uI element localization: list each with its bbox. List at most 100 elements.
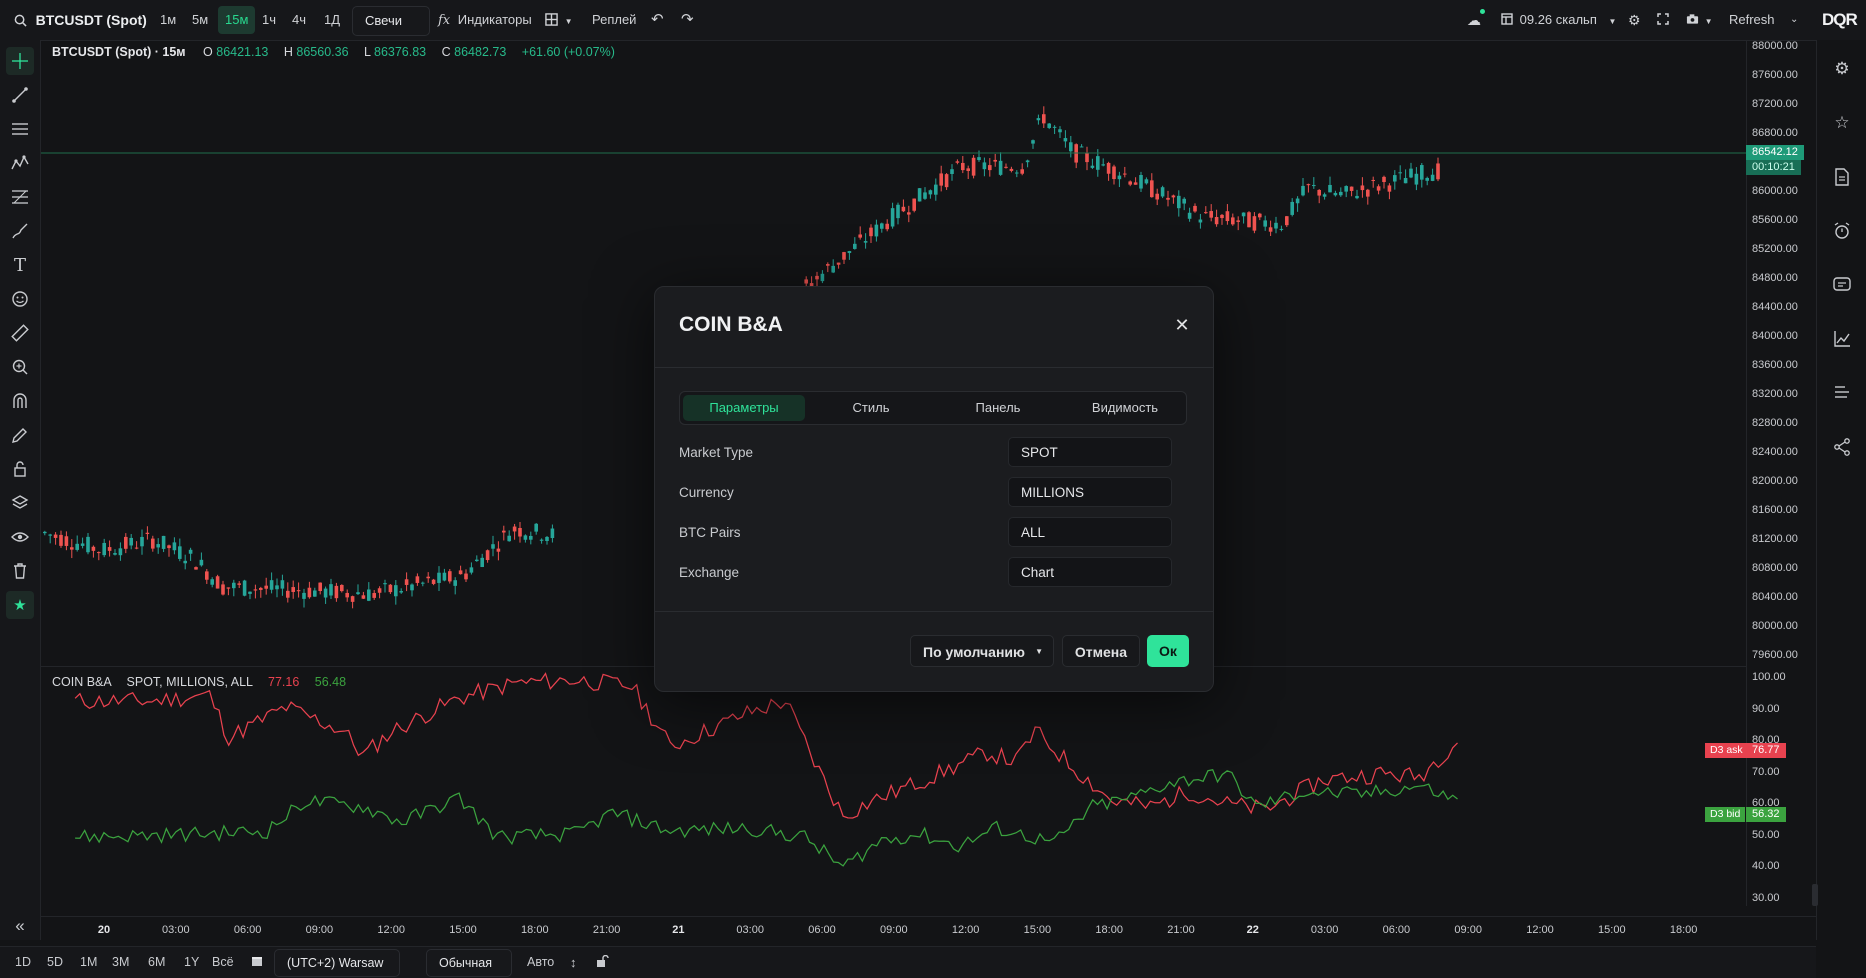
btc-pairs-field[interactable]: ALL bbox=[1008, 517, 1172, 547]
timeframe-1h[interactable]: 1ч bbox=[262, 12, 277, 27]
search-icon bbox=[14, 14, 27, 27]
ok-button[interactable]: Ок bbox=[1147, 635, 1189, 667]
price-chart[interactable] bbox=[41, 40, 1747, 665]
alarm-icon[interactable] bbox=[1830, 219, 1854, 243]
fib-icon[interactable] bbox=[6, 183, 34, 211]
fullscreen-icon[interactable] bbox=[1657, 0, 1669, 40]
settings-icon[interactable]: ⚙ bbox=[1834, 59, 1850, 78]
timeframe-1d[interactable]: 1Д bbox=[324, 12, 341, 27]
layout-select[interactable]: 09.26 скальп ▼ bbox=[1501, 0, 1616, 40]
redo-icon[interactable]: ↷ bbox=[681, 11, 694, 28]
defaults-button[interactable]: По умолчанию ▼ bbox=[910, 635, 1054, 667]
eye-icon[interactable] bbox=[6, 523, 34, 551]
indicator-axis-label: 70.00 bbox=[1752, 765, 1780, 778]
candle-body bbox=[1209, 211, 1213, 218]
scale-mode-select[interactable]: Обычная bbox=[426, 949, 512, 977]
bid-tag-value: 56.32 bbox=[1746, 807, 1786, 822]
pattern-icon[interactable] bbox=[6, 149, 34, 177]
time-axis-label: 18:00 bbox=[521, 924, 549, 936]
candle-body bbox=[1328, 184, 1332, 193]
exchange-field[interactable]: Chart bbox=[1008, 557, 1172, 587]
range-3m[interactable]: 3M bbox=[112, 955, 130, 969]
symbol-search[interactable]: BTCUSDT (Spot) bbox=[14, 0, 147, 40]
chart-type-select[interactable]: Свечи bbox=[352, 6, 430, 36]
timeframe-15m[interactable]: 15м bbox=[218, 6, 256, 34]
lock-icon[interactable] bbox=[6, 455, 34, 483]
candle-body bbox=[966, 168, 970, 171]
candle-body bbox=[1344, 186, 1348, 192]
undo-icon[interactable]: ↶ bbox=[651, 11, 664, 28]
auto-scale-button[interactable]: Авто bbox=[527, 955, 555, 969]
list-icon[interactable] bbox=[1830, 381, 1854, 405]
collapse-icon[interactable]: « bbox=[15, 916, 25, 935]
brush-icon[interactable] bbox=[6, 217, 34, 245]
layers-icon[interactable] bbox=[6, 489, 34, 517]
magnet-icon[interactable] bbox=[6, 387, 34, 415]
tab-panel[interactable]: Панель bbox=[975, 400, 1021, 415]
replay-button[interactable]: Реплей bbox=[592, 12, 637, 27]
indicators-button[interactable]: fx Индикаторы bbox=[438, 0, 532, 40]
scale-arrows-icon[interactable]: ↕ bbox=[570, 955, 577, 970]
time-axis-label: 09:00 bbox=[880, 924, 908, 936]
timezone-select[interactable]: (UTC+2) Warsaw bbox=[274, 949, 400, 977]
crosshair-icon[interactable] bbox=[6, 47, 34, 75]
close-label: C bbox=[441, 45, 451, 59]
range-5d[interactable]: 5D bbox=[47, 955, 63, 969]
indicator-chart[interactable] bbox=[41, 666, 1747, 906]
close-icon[interactable]: ✕ bbox=[1174, 315, 1190, 335]
ohlc-legend: BTCUSDT (Spot) · 15м O 86421.13 H 86560.… bbox=[52, 45, 615, 59]
range-1y[interactable]: 1Y bbox=[184, 955, 200, 969]
zoom-icon[interactable] bbox=[6, 353, 34, 381]
change-value: +61.60 (+0.07%) bbox=[521, 45, 615, 59]
range-1m[interactable]: 1M bbox=[80, 955, 98, 969]
grid-icon bbox=[545, 13, 558, 26]
candle-body bbox=[1112, 166, 1116, 180]
timeframe-1m[interactable]: 1м bbox=[160, 12, 177, 27]
tab-visibility[interactable]: Видимость bbox=[1091, 400, 1159, 415]
market-type-field[interactable]: SPOT bbox=[1008, 437, 1172, 467]
chart-line-icon[interactable] bbox=[1830, 327, 1854, 351]
star-icon[interactable]: ★ bbox=[6, 591, 34, 619]
watchlist-star-icon[interactable]: ☆ bbox=[1834, 113, 1850, 132]
camera-button[interactable]: ▼ bbox=[1686, 0, 1713, 40]
trend-line-icon[interactable] bbox=[6, 81, 34, 109]
candle-body bbox=[97, 552, 101, 554]
range-all[interactable]: Всё bbox=[212, 955, 234, 969]
calendar-icon[interactable] bbox=[251, 947, 263, 978]
horizontal-lines-icon[interactable] bbox=[6, 115, 34, 143]
price-axis-label: 84000.00 bbox=[1752, 330, 1798, 342]
candle-body bbox=[847, 251, 852, 254]
indicator-legend[interactable]: COIN B&A SPOT, MILLIONS, ALL 77.16 56.48 bbox=[52, 675, 346, 689]
emoji-icon[interactable] bbox=[6, 285, 34, 313]
trash-icon[interactable] bbox=[6, 557, 34, 585]
unlock-icon[interactable] bbox=[596, 947, 609, 978]
tab-parameters[interactable]: Параметры bbox=[683, 395, 805, 421]
text-icon[interactable]: T bbox=[13, 254, 26, 276]
refresh-button[interactable]: Refresh bbox=[1729, 12, 1775, 27]
share-icon[interactable] bbox=[1830, 435, 1854, 459]
gear-icon[interactable]: ⚙ bbox=[1628, 12, 1641, 28]
timeframe-5m[interactable]: 5м bbox=[192, 12, 209, 27]
range-6m[interactable]: 6M bbox=[148, 955, 166, 969]
tab-style[interactable]: Стиль bbox=[852, 400, 890, 415]
price-axis-label: 82400.00 bbox=[1752, 446, 1798, 458]
timeframe-4h[interactable]: 4ч bbox=[292, 12, 307, 27]
candle-body bbox=[1231, 217, 1235, 225]
cloud-icon[interactable]: ☁ bbox=[1467, 0, 1485, 40]
document-icon[interactable] bbox=[1830, 165, 1854, 189]
candle-body bbox=[1004, 166, 1008, 168]
chevron-down-icon[interactable]: ⌄ bbox=[1790, 14, 1799, 25]
dialog-tabs: Параметры Стиль Панель Видимость bbox=[679, 391, 1187, 425]
candle-body bbox=[534, 523, 538, 532]
layout-grid-button[interactable]: ▼ bbox=[545, 0, 573, 40]
scroll-handle[interactable] bbox=[1812, 884, 1818, 906]
ruler-icon[interactable] bbox=[6, 319, 34, 347]
cancel-button[interactable]: Отмена bbox=[1062, 635, 1140, 667]
range-1d[interactable]: 1D bbox=[15, 955, 31, 969]
candle-body bbox=[998, 160, 1003, 175]
currency-field[interactable]: MILLIONS bbox=[1008, 477, 1172, 507]
candle-body bbox=[1160, 187, 1165, 197]
candle-body bbox=[1052, 126, 1057, 128]
chat-icon[interactable] bbox=[1830, 273, 1854, 297]
pencil-lock-icon[interactable] bbox=[6, 421, 34, 449]
